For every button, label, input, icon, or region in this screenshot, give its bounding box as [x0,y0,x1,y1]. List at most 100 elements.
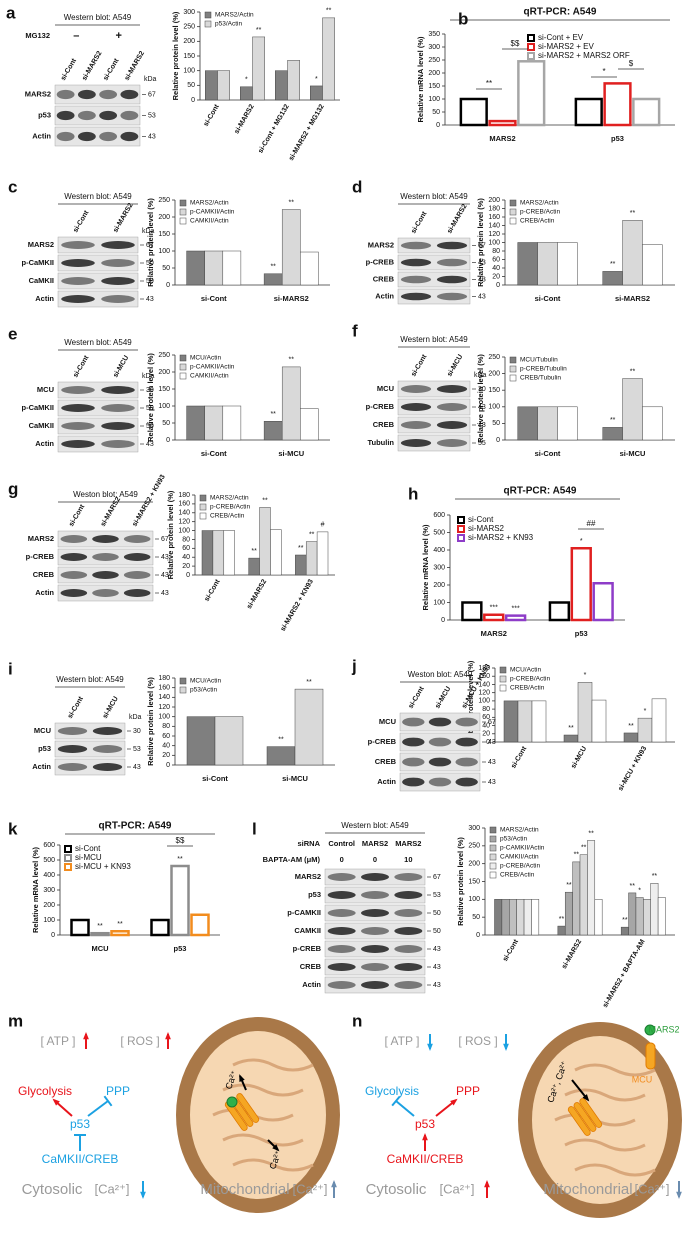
band [455,757,478,767]
arrow-head [582,1094,590,1102]
arrow-head [427,1043,433,1051]
band [92,763,123,771]
lane-label: si-MCU [434,686,452,710]
legend-swatch [179,354,187,362]
legend-swatch [489,853,497,861]
y-tick-label: 100 [433,599,445,606]
band [361,981,389,989]
bar [501,899,510,936]
crista [232,1158,314,1172]
legend-label: si-Cont + EV [538,33,584,42]
x-tick-label: si-MCU + KN93 [617,745,648,792]
band [60,535,88,543]
band [99,110,118,121]
band [428,737,452,747]
legend-swatch [489,871,497,879]
diagram-text: PPP [456,1084,480,1098]
significance: ** [270,264,276,271]
blot-strip [54,126,141,147]
kda-marker: 43 [478,259,486,266]
kda-marker: 53 [433,892,441,899]
band [394,963,423,971]
bar [300,408,319,441]
y-tick-label: 300 [183,9,195,16]
kda-marker: 43 [161,590,169,597]
panel-label: b [458,9,468,28]
row-label: MARS2 [28,240,54,249]
blot-title: Western blot: A549 [56,675,124,684]
lane-label: si-Cont [60,57,78,82]
band [77,89,96,100]
legend-label: si-MCU [75,853,102,862]
band [436,292,468,301]
kda-marker: 67 [433,874,441,881]
legend-label: CAMKII/Actin [500,854,539,861]
bar [222,405,242,441]
band [56,131,75,142]
band [61,241,95,249]
annotation: ** [486,79,492,88]
row-label: p-CREB [26,552,55,561]
band [394,873,423,881]
kda-marker: 30 [146,387,154,394]
band [436,275,468,284]
band [455,717,478,727]
y-tick-label: 150 [183,53,195,60]
legend-swatch [499,684,507,692]
band [61,386,95,394]
kda-marker: 50 [146,260,154,267]
x-tick-label: si-Cont [502,938,520,963]
chart-title: qRT-PCR: A549 [99,821,172,832]
band [455,737,478,747]
legend-label: p-CAMKII/Actin [500,845,545,852]
bar [523,899,532,936]
y-tick-label: 200 [183,38,195,45]
kda-marker: 43 [161,554,169,561]
band [101,404,135,412]
y-tick-label: 20 [162,752,170,759]
legend-label: p53/Actin [215,21,242,28]
band [92,745,123,753]
y-tick-label: 180 [478,665,490,672]
row-label: Actin [32,762,51,771]
bar [620,926,629,936]
significance: ** [568,725,574,732]
significance: * [580,538,583,545]
panel-label: k [8,819,18,838]
blot-strip [397,237,471,254]
kda-marker: 43 [433,964,441,971]
significance: # [321,522,325,529]
band [436,258,468,267]
blot-strip [57,417,139,435]
blot-strip [397,398,471,416]
row-label: p-CREB [368,737,397,746]
y-axis-label: Relative protein level (%) [466,660,475,749]
x-tick-label: si-MCU [278,449,304,458]
blot-strip [57,290,139,308]
y-tick-label: 0 [166,282,170,289]
legend-swatch [509,217,517,225]
panel-label: m [8,1011,23,1030]
band [123,553,151,561]
legend-label: si-MARS2 + MARS2 ORF [538,51,630,60]
bar [459,97,488,127]
y-tick-label: 300 [43,887,55,894]
band [402,757,425,767]
kda-marker: 67 [478,242,486,249]
band [428,717,452,727]
kda-marker: 43 [478,276,486,283]
row-label: Actin [375,291,394,300]
legend-swatch [509,365,517,373]
y-axis-label: Relative protein level (%) [146,677,155,766]
row-label: CREB [373,420,395,429]
legend-swatch [64,854,72,862]
bar [259,507,271,576]
y-tick-label: 200 [488,370,500,377]
kda-marker: 30 [478,386,486,393]
significance: *** [490,605,498,612]
row-label: p-CaMKII [22,403,55,412]
y-tick-label: 0 [191,97,195,104]
diagram-text: Glycolysis [365,1084,419,1098]
band [436,403,468,411]
band [101,422,135,430]
